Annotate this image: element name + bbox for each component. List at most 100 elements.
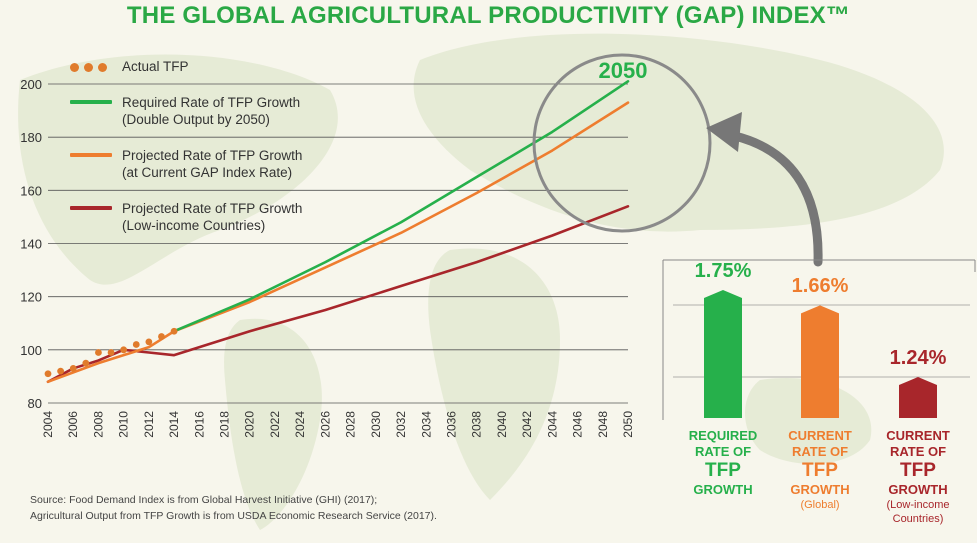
legend-dot: [84, 63, 93, 72]
y-axis-ticks: 80 100 120 140 160 180 200: [20, 77, 42, 411]
actual-tfp-point: [132, 341, 140, 348]
bar-caption-line: CURRENT: [886, 428, 950, 443]
x-tick-label: 2010: [117, 411, 131, 438]
page-title: THE GLOBAL AGRICULTURAL PRODUCTIVITY (GA…: [126, 2, 851, 29]
map-landmass: [18, 54, 338, 285]
x-tick-label: 2034: [419, 411, 433, 438]
x-tick-label: 2048: [596, 411, 610, 438]
y-tick-label: 200: [20, 77, 42, 92]
bar-caption: CURRENT RATE OF TFP GROWTH (Global): [770, 428, 870, 512]
legend-label-line: Projected Rate of TFP Growth: [122, 148, 303, 163]
bar-caption-line: GROWTH: [888, 482, 948, 497]
x-tick-label: 2026: [318, 411, 332, 438]
actual-tfp-point: [95, 349, 102, 356]
x-tick-label: 2036: [444, 411, 458, 438]
legend-label-line: (Low-income Countries): [122, 218, 266, 233]
x-tick-label: 2006: [66, 411, 80, 438]
bar-caption-line: (Low-income: [886, 499, 950, 511]
y-tick-label: 80: [28, 396, 42, 411]
source-line: Agricultural Output from TFP Growth is f…: [30, 510, 437, 522]
actual-tfp-point: [170, 327, 178, 335]
legend-label-line: Actual TFP: [122, 59, 189, 74]
bar-caption: CURRENT RATE OF TFP GROWTH (Low-income Countr…: [868, 428, 968, 526]
world-map-background: [18, 33, 944, 530]
x-tick-label: 2004: [41, 411, 55, 438]
bar-caption-line: GROWTH: [693, 482, 753, 497]
legend-label-line: Required Rate of TFP Growth: [122, 95, 301, 110]
x-tick-label: 2042: [520, 411, 534, 438]
bar-caption-line: TFP: [705, 460, 741, 481]
callout-arrow-shaft: [730, 131, 823, 267]
bar-chart: [662, 259, 976, 420]
y-tick-label: 140: [20, 237, 42, 252]
y-tick-label: 120: [20, 290, 42, 305]
bar-caption-line: REQUIRED: [688, 428, 758, 443]
legend-label-line: Projected Rate of TFP Growth: [122, 201, 303, 216]
bar-caption-line: GROWTH: [790, 482, 850, 497]
bar-value-label: 1.24%: [889, 347, 947, 370]
x-tick-label: 2022: [268, 411, 282, 438]
bar-caption-line: TFP: [802, 460, 838, 481]
lowincome-series-line: [46, 204, 630, 384]
line-chart-grid: [48, 83, 628, 404]
line-chart-series: [44, 80, 630, 384]
arrow-head-icon: [706, 112, 742, 152]
bar-caption-line: TFP: [900, 460, 936, 481]
bar-value-label: 1.66%: [791, 275, 849, 298]
bar-caption-line: RATE OF: [694, 444, 752, 459]
bar-caption-line: RATE OF: [791, 444, 849, 459]
projected-series-line: [46, 101, 630, 384]
bar-caption: REQUIRED RATE OF TFP GROWTH: [673, 428, 773, 498]
legend-label-line: (at Current GAP Index Rate): [122, 165, 293, 180]
source-note: Source: Food Demand Index is from Global…: [30, 492, 550, 524]
projected-bar: [801, 305, 839, 418]
actual-tfp-point: [107, 349, 115, 356]
line-swatch-icon: [70, 153, 112, 157]
x-tick-label: 2038: [470, 411, 484, 438]
source-line: Source: Food Demand Index is from Global…: [30, 494, 378, 506]
y-tick-label: 160: [20, 183, 42, 198]
required-bar: [704, 290, 742, 418]
x-tick-label: 2040: [495, 411, 509, 438]
legend-label-line: (Double Output by 2050): [122, 112, 270, 127]
lowincome-bar: [899, 377, 937, 418]
legend-dot: [98, 63, 107, 72]
actual-tfp-point: [44, 370, 52, 378]
x-tick-label: 2032: [394, 411, 408, 438]
map-landmass: [745, 378, 872, 464]
required-series-line: [172, 80, 630, 333]
actual-tfp-point: [57, 367, 65, 375]
y-tick-label: 180: [20, 130, 42, 145]
x-tick-label: 2008: [91, 411, 105, 438]
line-swatch-icon: [70, 100, 112, 104]
map-landmass: [413, 33, 944, 232]
map-landmass: [224, 318, 322, 530]
actual-tfp-point: [145, 338, 153, 346]
bar-caption-line: CURRENT: [788, 428, 852, 443]
callout-circle: [532, 53, 712, 233]
x-tick-label: 2014: [167, 411, 181, 438]
callout-label: 2050: [599, 58, 648, 83]
y-tick-label: 100: [20, 343, 42, 358]
x-tick-label: 2020: [243, 411, 257, 438]
x-axis-ticks: 2004 2006 2008 2010 2012 2014 2016 2018 2020 2022…: [41, 411, 635, 438]
x-tick-label: 2018: [218, 411, 232, 438]
line-swatch-icon: [70, 206, 112, 210]
legend-dot: [70, 63, 79, 72]
bar-caption-line: RATE OF: [889, 444, 947, 459]
x-tick-label: 2046: [571, 411, 585, 438]
x-tick-label: 2030: [369, 411, 383, 438]
x-tick-label: 2012: [142, 411, 156, 438]
actual-tfp-point: [82, 359, 90, 367]
actual-tfp-point: [69, 365, 77, 372]
x-tick-label: 2028: [344, 411, 358, 438]
x-tick-label: 2050: [621, 411, 635, 438]
x-tick-label: 2016: [192, 411, 206, 438]
actual-tfp-point: [120, 346, 128, 354]
callout-2050: 2050: [532, 53, 823, 267]
x-tick-label: 2044: [545, 411, 559, 438]
map-landmass: [428, 248, 560, 500]
actual-tfp-point: [158, 333, 165, 340]
bar-value-label: 1.75%: [694, 260, 752, 282]
